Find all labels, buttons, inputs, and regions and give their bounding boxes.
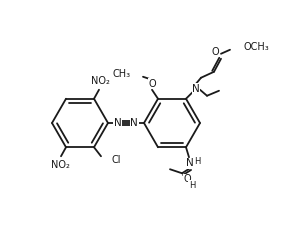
Text: O: O <box>183 174 191 184</box>
Text: N: N <box>114 118 122 128</box>
Text: NO₂: NO₂ <box>50 160 69 170</box>
Text: N: N <box>130 118 138 128</box>
Text: N: N <box>192 84 200 94</box>
Text: CH₃: CH₃ <box>113 69 131 79</box>
Text: Cl: Cl <box>111 155 120 165</box>
Text: OCH₃: OCH₃ <box>244 42 270 52</box>
Text: N: N <box>186 158 194 168</box>
Text: H: H <box>194 157 200 166</box>
Text: H: H <box>189 181 195 190</box>
Text: O: O <box>211 47 219 57</box>
Text: NO₂: NO₂ <box>91 76 109 86</box>
Text: O: O <box>148 79 156 89</box>
